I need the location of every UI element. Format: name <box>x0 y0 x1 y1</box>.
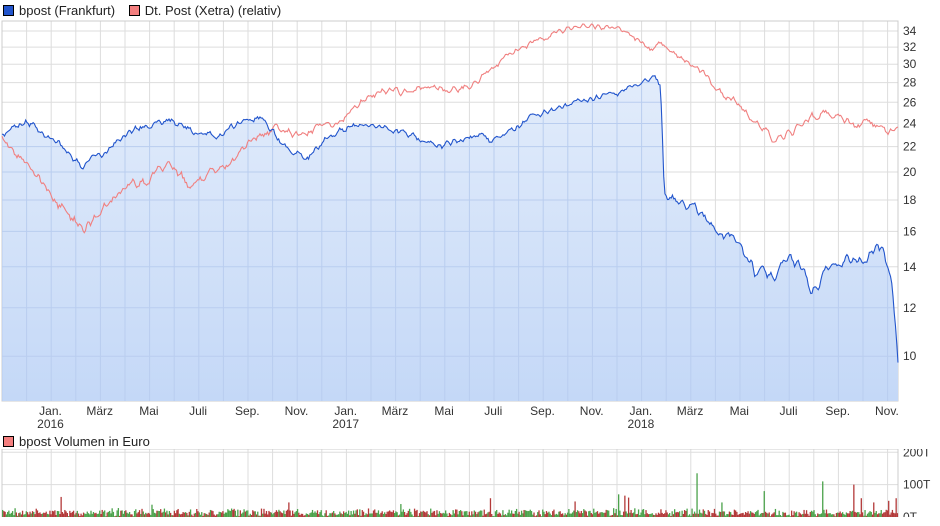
svg-text:Juli: Juli <box>484 404 502 418</box>
svg-text:Juli: Juli <box>189 404 207 418</box>
svg-text:30: 30 <box>903 57 917 71</box>
svg-text:Sep.: Sep. <box>530 404 555 418</box>
svg-text:Mai: Mai <box>139 404 158 418</box>
svg-text:16: 16 <box>903 224 917 238</box>
svg-text:Mai: Mai <box>730 404 749 418</box>
svg-text:Jan.: Jan. <box>39 404 62 418</box>
svg-text:März: März <box>86 404 113 418</box>
svg-text:März: März <box>677 404 704 418</box>
svg-text:Juli: Juli <box>779 404 797 418</box>
svg-text:20: 20 <box>903 165 917 179</box>
svg-text:Nov.: Nov. <box>875 404 899 418</box>
svg-text:18: 18 <box>903 193 917 207</box>
svg-text:0T: 0T <box>903 510 918 517</box>
svg-text:Jan.: Jan. <box>334 404 357 418</box>
svg-text:2018: 2018 <box>628 417 655 431</box>
svg-text:2017: 2017 <box>332 417 359 431</box>
svg-text:März: März <box>382 404 409 418</box>
svg-text:24: 24 <box>903 117 917 131</box>
svg-text:200T: 200T <box>903 449 931 459</box>
svg-text:Jan.: Jan. <box>630 404 653 418</box>
svg-text:28: 28 <box>903 76 917 90</box>
svg-text:Sep.: Sep. <box>825 404 850 418</box>
svg-text:100T: 100T <box>903 478 931 492</box>
svg-text:22: 22 <box>903 140 917 154</box>
svg-text:32: 32 <box>903 40 917 54</box>
svg-text:Mai: Mai <box>434 404 453 418</box>
svg-text:34: 34 <box>903 24 917 38</box>
svg-text:Sep.: Sep. <box>235 404 260 418</box>
svg-text:26: 26 <box>903 95 917 109</box>
svg-text:12: 12 <box>903 301 917 315</box>
svg-text:Nov.: Nov. <box>285 404 309 418</box>
svg-text:2016: 2016 <box>37 417 64 431</box>
svg-text:10: 10 <box>903 349 917 363</box>
svg-text:14: 14 <box>903 260 917 274</box>
svg-text:Nov.: Nov. <box>580 404 604 418</box>
